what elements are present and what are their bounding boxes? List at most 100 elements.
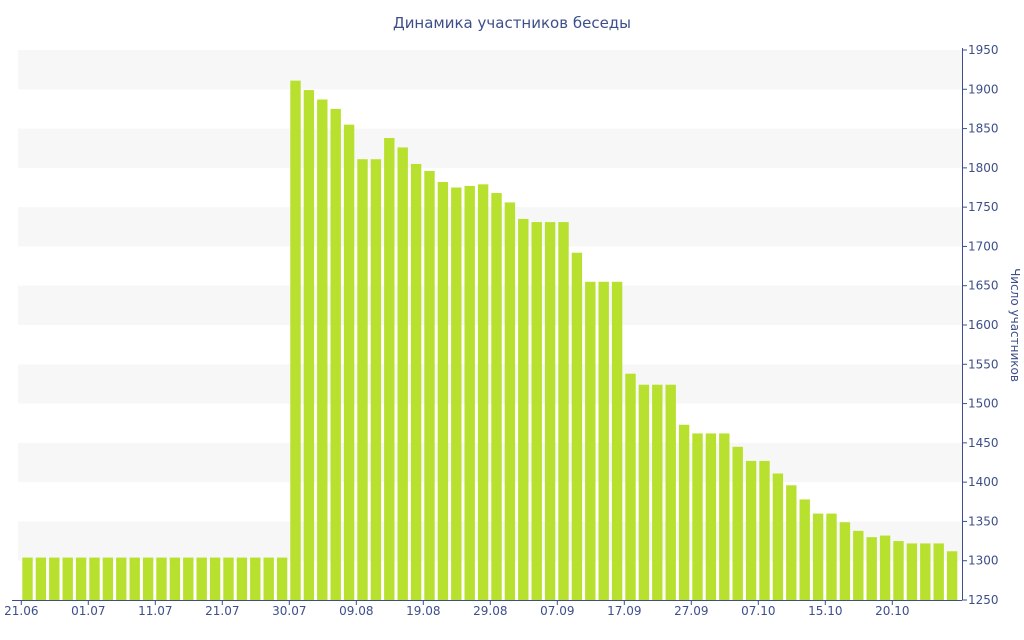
bar (196, 557, 207, 600)
bar (786, 485, 797, 600)
bar (933, 543, 944, 600)
x-tick-label: 19.08 (406, 604, 440, 618)
grid-band (18, 50, 962, 90)
bar (678, 424, 690, 600)
y-tick-label: 1400 (968, 475, 999, 489)
x-tick-label: 07.10 (741, 604, 775, 618)
bar (424, 171, 435, 600)
grid-band (18, 442, 962, 483)
bar (665, 384, 676, 600)
bar (183, 557, 194, 600)
y-axis-label: Число участников (1008, 268, 1022, 382)
bar (384, 138, 395, 600)
bar (879, 535, 891, 600)
bar (49, 557, 60, 600)
grid-bands (18, 50, 962, 561)
bar (437, 182, 449, 600)
bar (866, 537, 877, 600)
y-tick-label: 1800 (968, 161, 999, 175)
y-tick-label: 1550 (968, 357, 999, 371)
bar (531, 222, 542, 601)
x-tick-label: 07.09 (540, 604, 574, 618)
bar (397, 147, 408, 600)
bar (759, 460, 770, 600)
bar (611, 281, 623, 600)
grid-band (18, 285, 962, 325)
bar (464, 185, 475, 600)
bar (236, 557, 248, 600)
y-tick-label: 1750 (968, 200, 999, 214)
bar (826, 513, 837, 600)
bar (946, 551, 958, 600)
bar (156, 557, 167, 600)
bar (62, 557, 73, 600)
x-tick-label: 01.07 (71, 604, 105, 618)
bar (558, 222, 569, 601)
y-tick-label: 1450 (968, 436, 999, 450)
bar (75, 557, 87, 600)
bar (638, 384, 650, 600)
x-tick-label: 27.09 (674, 604, 708, 618)
bar (370, 159, 382, 600)
bar (518, 218, 529, 600)
y-tick-label: 1650 (968, 279, 999, 293)
bar (544, 222, 556, 601)
x-tick-label: 11.07 (138, 604, 172, 618)
bar (732, 446, 743, 600)
x-tick-label: 21.07 (205, 604, 239, 618)
y-tick-label: 1500 (968, 397, 999, 411)
bar (920, 543, 931, 600)
y-tick-label: 1950 (968, 43, 999, 57)
bar (839, 522, 851, 600)
bar (357, 159, 368, 600)
x-tick-label: 30.07 (272, 604, 306, 618)
bar (22, 557, 33, 600)
bar (102, 557, 114, 600)
y-tick-label: 1250 (968, 593, 999, 607)
bars (22, 80, 958, 601)
bar (343, 124, 355, 601)
x-tick-label: 20.10 (875, 604, 909, 618)
bar (410, 163, 422, 600)
bar (330, 108, 341, 600)
x-tick-label: 15.10 (808, 604, 842, 618)
bar (89, 557, 100, 600)
bar (585, 281, 596, 600)
bar (812, 513, 824, 600)
bar (853, 530, 864, 600)
grid-band (18, 207, 962, 247)
bar (263, 557, 274, 600)
axes: 1250 1300 1350 1400 1450 1500 1550 1600 1650 1700… (4, 43, 998, 618)
bar (142, 557, 154, 600)
bar (477, 184, 489, 600)
bar (317, 99, 328, 600)
y-tick-label: 1350 (968, 514, 999, 528)
bar (705, 433, 717, 600)
y-tick-label: 1300 (968, 554, 999, 568)
bar (598, 281, 609, 600)
bar (250, 557, 261, 600)
bar (169, 557, 181, 600)
bar (504, 202, 516, 600)
bar (290, 80, 301, 600)
x-tick-label: 21.06 (4, 604, 38, 618)
grid-band (18, 364, 962, 404)
bar (772, 473, 784, 600)
bar (719, 433, 730, 600)
bar (893, 541, 904, 600)
bar (209, 557, 221, 600)
bar (799, 499, 810, 600)
bar (692, 433, 703, 600)
x-tick-label: 29.08 (473, 604, 507, 618)
bar (116, 557, 127, 600)
chart-title: Динамика участников беседы (393, 14, 631, 32)
bar (223, 557, 234, 600)
grid-band (18, 128, 962, 168)
bar (745, 460, 757, 600)
x-tick-label: 09.08 (339, 604, 373, 618)
bar (571, 252, 583, 600)
bar (652, 384, 663, 600)
bar (906, 543, 918, 600)
bar (303, 90, 315, 601)
